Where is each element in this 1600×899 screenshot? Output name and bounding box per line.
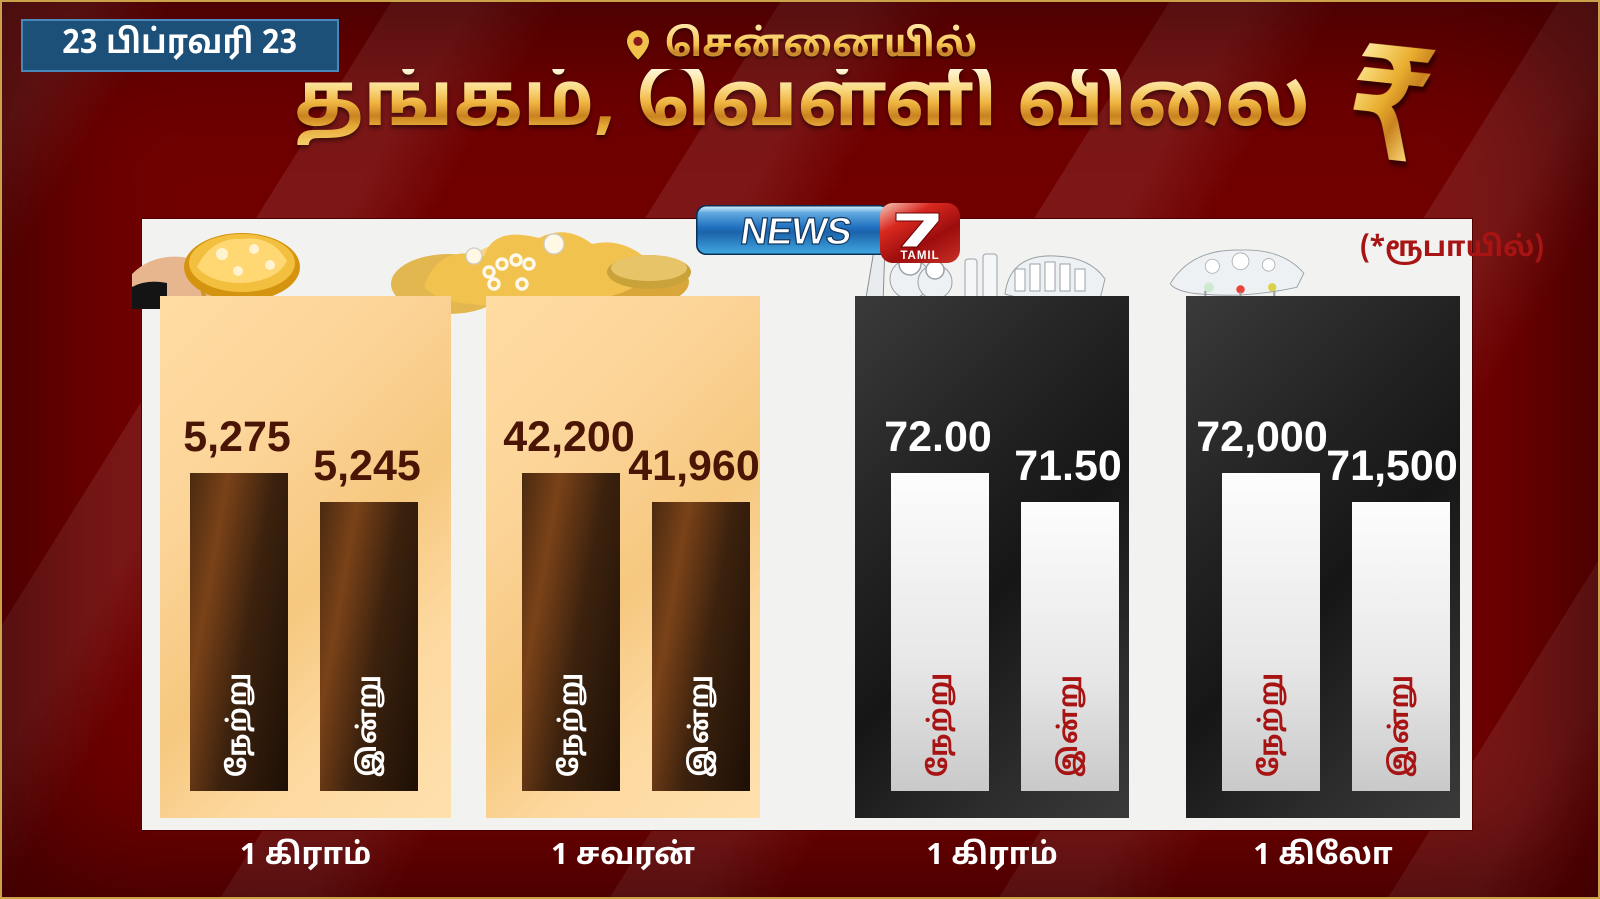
svg-text:NEWS: NEWS — [738, 210, 854, 253]
svg-text:TAMIL: TAMIL — [900, 250, 939, 262]
